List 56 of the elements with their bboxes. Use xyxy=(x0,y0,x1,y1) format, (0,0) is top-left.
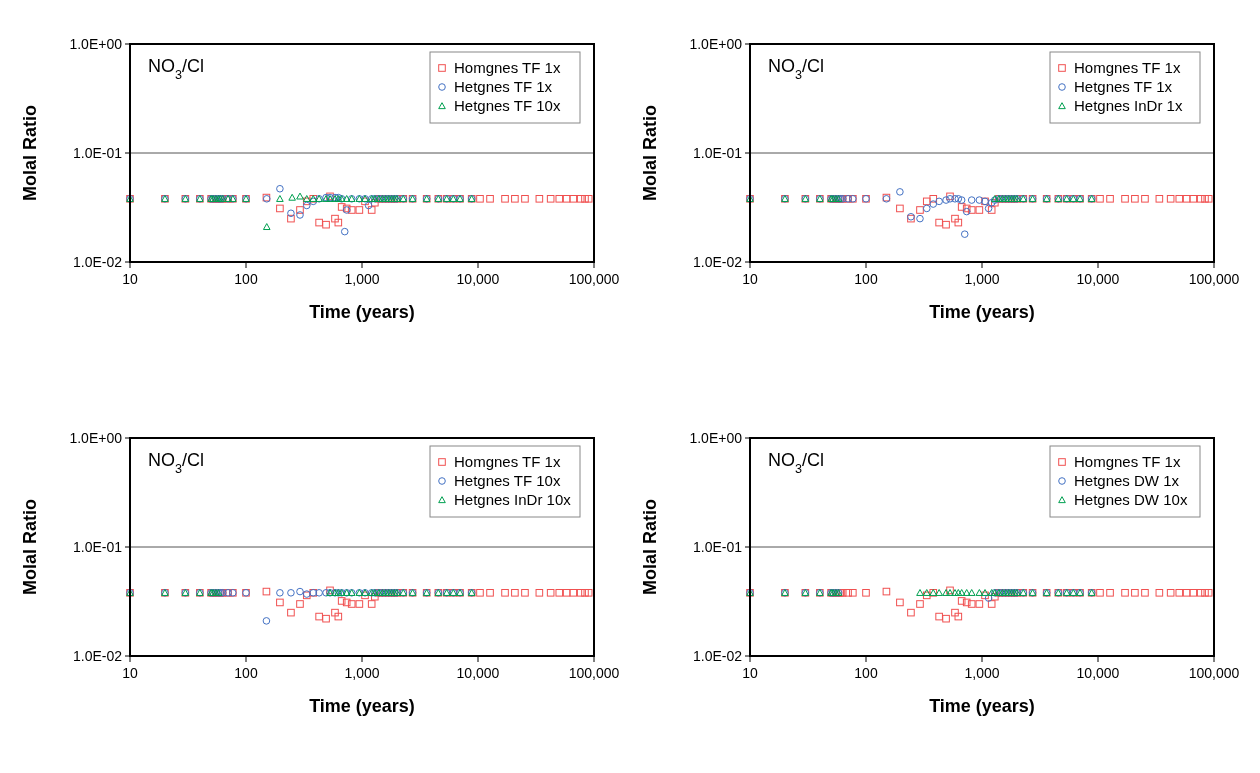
text: NO$_{3}$/Cl xyxy=(768,450,825,476)
x-tick-label: 10 xyxy=(122,665,138,681)
legend-label: Hetgnes InDr 10x xyxy=(454,491,572,509)
legend-label: Hetgnes TF 10x xyxy=(454,472,561,490)
x-tick-label: 10,000 xyxy=(456,271,500,287)
x-axis-title: Time (years) xyxy=(309,302,415,322)
legend-label: Hetgnes TF 1x xyxy=(1074,78,1173,96)
y-axis-title: Molal Ratio xyxy=(20,104,40,202)
x-tick-label: 10,000 xyxy=(1076,665,1120,681)
x-tick-label: 10 xyxy=(122,271,138,287)
y-tick-label: 1.0E-01 xyxy=(692,538,743,555)
y-tick-label: 1.0E-02 xyxy=(692,647,743,664)
x-tick-label: 10,000 xyxy=(1076,271,1120,287)
x-axis-title: Time (years) xyxy=(929,302,1035,322)
legend-label: Homgnes TF 1x xyxy=(1074,453,1181,471)
x-tick-label: 1,000 xyxy=(344,271,380,287)
y-axis-title: Molal Ratio xyxy=(640,498,660,596)
x-tick-label: 100,000 xyxy=(568,271,620,287)
x-tick-label: 100,000 xyxy=(1188,665,1240,681)
y-tick-label: 1.0E+00 xyxy=(69,35,123,52)
y-axis-title: Molal Ratio xyxy=(640,104,660,202)
text: NO$_{3}$/Cl xyxy=(768,56,825,82)
x-tick-label: 10 xyxy=(742,271,758,287)
x-tick-label: 1,000 xyxy=(344,665,380,681)
x-tick-label: 1,000 xyxy=(964,665,1000,681)
legend-label: Homgnes TF 1x xyxy=(454,59,561,77)
x-tick-label: 100 xyxy=(234,665,258,681)
legend-label: Hetgnes InDr 1x xyxy=(1074,97,1183,115)
y-tick-label: 1.0E+00 xyxy=(689,429,743,446)
x-tick-label: 10 xyxy=(742,665,758,681)
x-tick-label: 100,000 xyxy=(1188,271,1240,287)
y-tick-label: 1.0E-02 xyxy=(692,253,743,270)
legend-label: Hetgnes TF 10x xyxy=(454,97,561,115)
text: NO$_{3}$/Cl xyxy=(148,450,205,476)
y-tick-label: 1.0E-01 xyxy=(72,144,123,161)
y-tick-label: 1.0E-02 xyxy=(72,253,123,270)
x-tick-label: 100 xyxy=(234,271,258,287)
y-tick-label: 1.0E-01 xyxy=(72,538,123,555)
y-axis-title: Molal Ratio xyxy=(20,498,40,596)
x-tick-label: 100 xyxy=(854,665,878,681)
x-tick-label: 10,000 xyxy=(456,665,500,681)
y-tick-label: 1.0E+00 xyxy=(689,35,743,52)
x-tick-label: 100 xyxy=(854,271,878,287)
legend-label: Hetgnes DW 10x xyxy=(1074,491,1188,509)
x-axis-title: Time (years) xyxy=(309,696,415,716)
y-tick-label: 1.0E+00 xyxy=(69,429,123,446)
x-tick-label: 1,000 xyxy=(964,271,1000,287)
y-tick-label: 1.0E-02 xyxy=(72,647,123,664)
legend-label: Homgnes TF 1x xyxy=(1074,59,1181,77)
x-tick-label: 100,000 xyxy=(568,665,620,681)
legend-label: Hetgnes DW 1x xyxy=(1074,472,1180,490)
text: NO$_{3}$/Cl xyxy=(148,56,205,82)
legend-label: Homgnes TF 1x xyxy=(454,453,561,471)
y-tick-label: 1.0E-01 xyxy=(692,144,743,161)
x-axis-title: Time (years) xyxy=(929,696,1035,716)
legend-label: Hetgnes TF 1x xyxy=(454,78,553,96)
